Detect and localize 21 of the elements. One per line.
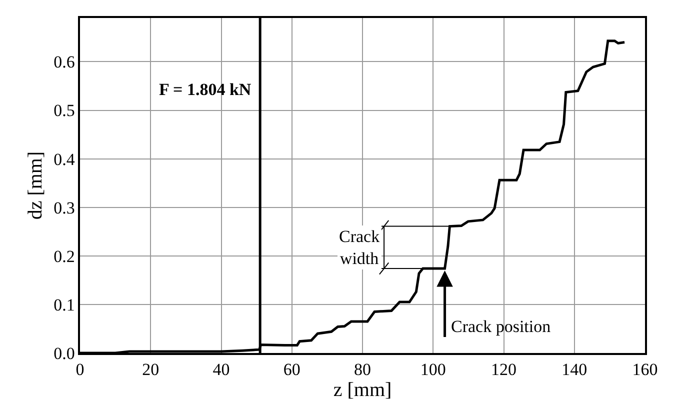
- y-tick-label: 0.1: [54, 295, 75, 314]
- x-tick-label: 100: [420, 360, 446, 380]
- band-label: Crack width: [339, 227, 380, 268]
- x-tick-label: 60: [283, 360, 300, 380]
- annotation: Crack position: [451, 317, 552, 336]
- x-tick-label: 20: [142, 360, 160, 380]
- x-tick-label: 80: [354, 360, 371, 380]
- y-axis-title: dz [mm]: [24, 151, 47, 220]
- x-tick-label: 120: [491, 360, 516, 380]
- x-tick-label: 40: [212, 360, 230, 380]
- y-tick-label: 0.0: [54, 344, 75, 363]
- y-tick-label: 0.4: [54, 150, 76, 169]
- y-tick-label: 0.6: [54, 52, 75, 72]
- x-tick-label: 140: [562, 360, 588, 380]
- y-tick-label: 0.2: [54, 246, 75, 266]
- y-tick-label: 0.5: [54, 101, 75, 120]
- y-tick-label: 0.3: [54, 198, 75, 218]
- annotation: F = 1.804 kN: [159, 80, 252, 99]
- x-tick-label: 0: [76, 360, 84, 380]
- x-axis-title: z [mm]: [333, 379, 392, 402]
- x-tick-label: 160: [632, 360, 658, 380]
